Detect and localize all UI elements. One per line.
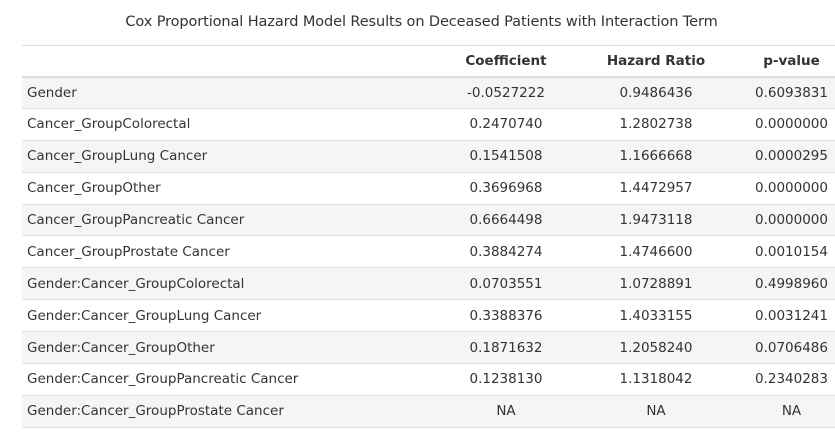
term-cell: Cancer_GroupOther bbox=[22, 171, 423, 205]
hazard-ratio-cell: 1.2802738 bbox=[589, 107, 723, 141]
term-cell: Cancer_GroupPancreatic Cancer bbox=[22, 203, 423, 236]
coefficient-cell: 0.0703551 bbox=[423, 267, 589, 300]
term-cell: Gender:Cancer_GroupProstate Cancer bbox=[22, 394, 423, 428]
term-cell: Gender:Cancer_GroupLung Cancer bbox=[22, 299, 423, 332]
table-row: Gender:Cancer_GroupLung Cancer 0.3388376… bbox=[22, 299, 835, 332]
hazard-ratio-cell: 1.1318042 bbox=[589, 363, 723, 396]
table-row: Gender:Cancer_GroupOther 0.1871632 1.205… bbox=[22, 331, 835, 364]
term-cell: Cancer_GroupLung Cancer bbox=[22, 139, 423, 173]
table-row: Cancer_GroupColorectal 0.2470740 1.28027… bbox=[22, 107, 835, 141]
p-value-cell: 0.0031241 bbox=[723, 299, 835, 332]
header-row: Coefficient Hazard Ratio p-value bbox=[22, 45, 835, 78]
results-table: Coefficient Hazard Ratio p-value Gender … bbox=[22, 45, 835, 428]
p-value-cell: 0.0000295 bbox=[723, 139, 835, 173]
term-cell: Cancer_GroupColorectal bbox=[22, 107, 423, 141]
p-value-cell: NA bbox=[723, 394, 835, 428]
table-row: Gender:Cancer_GroupProstate Cancer NA NA… bbox=[22, 394, 835, 428]
table-row: Cancer_GroupOther 0.3696968 1.4472957 0.… bbox=[22, 171, 835, 205]
column-header-p-value: p-value bbox=[723, 45, 835, 78]
term-cell: Gender bbox=[22, 76, 423, 109]
coefficient-cell: 0.2470740 bbox=[423, 107, 589, 141]
hazard-ratio-cell: 1.1666668 bbox=[589, 139, 723, 173]
table-row: Gender:Cancer_GroupColorectal 0.0703551 … bbox=[22, 267, 835, 300]
hazard-ratio-cell: 1.2058240 bbox=[589, 331, 723, 364]
p-value-cell: 0.2340283 bbox=[723, 363, 835, 396]
hazard-ratio-cell: 1.4746600 bbox=[589, 235, 723, 268]
p-value-cell: 0.0000000 bbox=[723, 171, 835, 205]
p-value-cell: 0.0000000 bbox=[723, 203, 835, 236]
p-value-cell: 0.4998960 bbox=[723, 267, 835, 300]
column-header-coefficient: Coefficient bbox=[423, 45, 589, 78]
coefficient-cell: 0.1541508 bbox=[423, 139, 589, 173]
hazard-ratio-cell: 1.9473118 bbox=[589, 203, 723, 236]
coefficient-cell: 0.3388376 bbox=[423, 299, 589, 332]
p-value-cell: 0.6093831 bbox=[723, 76, 835, 109]
hazard-ratio-cell: 0.9486436 bbox=[589, 76, 723, 109]
p-value-cell: 0.0000000 bbox=[723, 107, 835, 141]
table-body: Gender -0.0527222 0.9486436 0.6093831 Ca… bbox=[22, 76, 835, 428]
coefficient-cell: 0.3696968 bbox=[423, 171, 589, 205]
hazard-ratio-cell: 1.0728891 bbox=[589, 267, 723, 300]
coefficient-cell: 0.6664498 bbox=[423, 203, 589, 236]
p-value-cell: 0.0706486 bbox=[723, 331, 835, 364]
coefficient-cell: NA bbox=[423, 394, 589, 428]
hazard-ratio-cell: NA bbox=[589, 394, 723, 428]
coefficient-cell: 0.1238130 bbox=[423, 363, 589, 396]
column-header-hazard-ratio: Hazard Ratio bbox=[589, 45, 723, 78]
term-cell: Cancer_GroupProstate Cancer bbox=[22, 235, 423, 268]
table-row: Gender:Cancer_GroupPancreatic Cancer 0.1… bbox=[22, 363, 835, 396]
term-cell: Gender:Cancer_GroupOther bbox=[22, 331, 423, 364]
column-header-term bbox=[22, 45, 423, 78]
table-row: Cancer_GroupLung Cancer 0.1541508 1.1666… bbox=[22, 139, 835, 173]
coefficient-cell: 0.3884274 bbox=[423, 235, 589, 268]
table-row: Cancer_GroupPancreatic Cancer 0.6664498 … bbox=[22, 203, 835, 236]
p-value-cell: 0.0010154 bbox=[723, 235, 835, 268]
table-caption: Cox Proportional Hazard Model Results on… bbox=[125, 14, 718, 30]
table-row: Gender -0.0527222 0.9486436 0.6093831 bbox=[22, 76, 835, 109]
table-row: Cancer_GroupProstate Cancer 0.3884274 1.… bbox=[22, 235, 835, 268]
coefficient-cell: 0.1871632 bbox=[423, 331, 589, 364]
coefficient-cell: -0.0527222 bbox=[423, 76, 589, 109]
term-cell: Gender:Cancer_GroupColorectal bbox=[22, 267, 423, 300]
hazard-ratio-cell: 1.4033155 bbox=[589, 299, 723, 332]
term-cell: Gender:Cancer_GroupPancreatic Cancer bbox=[22, 363, 423, 396]
hazard-ratio-cell: 1.4472957 bbox=[589, 171, 723, 205]
table-header: Coefficient Hazard Ratio p-value bbox=[22, 45, 835, 78]
